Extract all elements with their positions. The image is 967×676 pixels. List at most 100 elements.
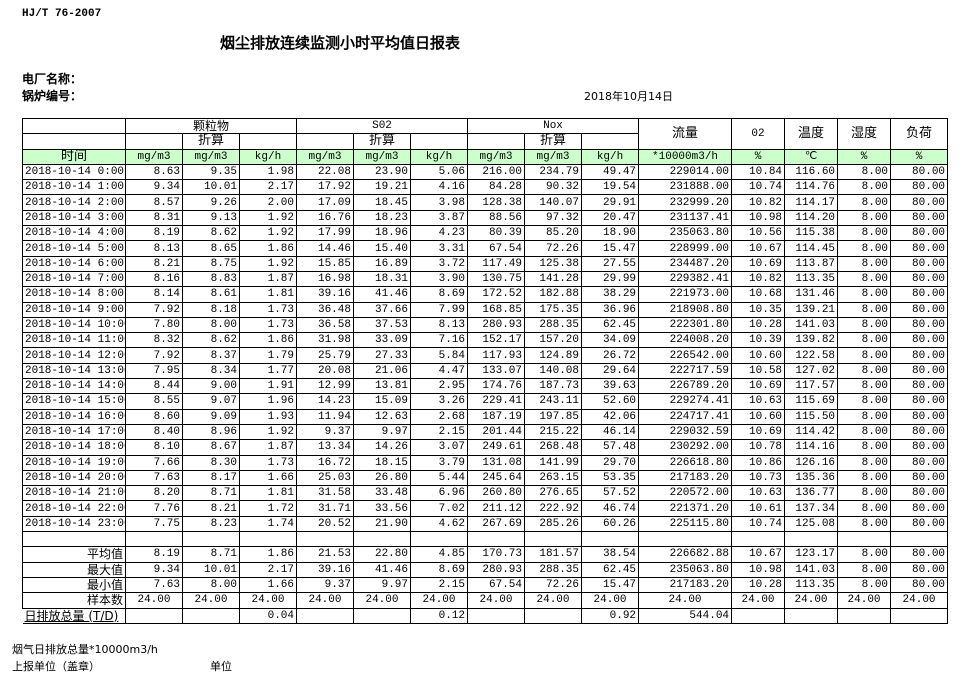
time-cell: 2018-10-14 8:00: [22, 286, 126, 303]
value-cell: 8.63: [125, 163, 183, 181]
value-cell: 6.96: [409, 485, 469, 502]
table-row: 2018-10-14 17:00 8.40 8.96 1.92 9.37 9.97 2.15…: [22, 423, 949, 441]
value-cell: 125.38: [524, 255, 583, 272]
value-cell: 10.63: [731, 485, 786, 502]
value-cell: 10.69: [731, 423, 786, 441]
value-cell: 10.98: [731, 561, 786, 578]
value-cell: 18.31: [353, 270, 411, 288]
blank-cell: [22, 531, 126, 548]
value-cell: 8.00: [837, 454, 892, 471]
blank-cell: [467, 531, 526, 548]
value-cell: 29.64: [581, 362, 640, 380]
table-row: 2018-10-14 4:00 8.19 8.62 1.92 17.99 18.96 4.2…: [22, 225, 949, 242]
value-cell: 8.16: [125, 270, 183, 288]
value-cell: 10.67: [731, 240, 786, 257]
value-cell: 10.67: [731, 546, 786, 563]
value-cell: 7.63: [125, 576, 183, 594]
value-cell: 1.73: [239, 454, 297, 471]
value-cell: 8.55: [125, 393, 183, 410]
value-cell: 25.03: [296, 469, 354, 487]
value-cell: 10.78: [731, 439, 786, 456]
value-cell: 80.00: [890, 270, 949, 288]
value-cell: 221973.00: [638, 286, 733, 303]
value-cell: 24.00: [890, 592, 949, 609]
value-cell: 10.28: [731, 316, 786, 334]
table-row: 2018-10-14 19:00 7.66 8.30 1.73 16.72 18.15 3.…: [22, 454, 949, 471]
value-cell: 19.21: [353, 179, 411, 196]
value-cell: 24.00: [731, 592, 786, 609]
value-cell: 90.32: [524, 179, 583, 196]
table-row: 2018-10-14 20:00 7.63 8.17 1.66 25.03 26.80 5.…: [22, 469, 949, 487]
value-cell: 234.79: [524, 163, 583, 181]
sample-count-row: 样本数 24.00 24.00 24.00 24.00 24.00 24.00 24.00 24…: [22, 592, 949, 609]
value-cell: 24.00: [239, 592, 297, 609]
value-cell: 80.00: [890, 225, 949, 242]
value-cell: 8.61: [182, 286, 240, 303]
value-cell: 8.34: [182, 362, 240, 380]
value-cell: 1.92: [239, 255, 297, 272]
value-cell: 288.35: [524, 316, 583, 334]
value-cell: 15.47: [581, 576, 640, 594]
daily-total-label: 日排放总量 (T/D): [22, 607, 126, 624]
value-cell: 235063.80: [638, 225, 733, 242]
value-cell: 245.64: [467, 469, 526, 487]
value-cell: 3.87: [409, 209, 469, 227]
value-cell: 135.36: [784, 469, 839, 487]
value-cell: 234487.20: [638, 255, 733, 272]
average-row: 平均值 8.19 8.71 1.86 21.53 22.80 4.85 170.73 181.5…: [22, 546, 949, 563]
value-cell: 174.76: [467, 378, 526, 395]
value-cell: 7.63: [125, 469, 183, 487]
value-cell: 10.56: [731, 225, 786, 242]
value-cell: 39.16: [296, 561, 354, 578]
value-cell: 126.16: [784, 454, 839, 471]
value-cell: 17.99: [296, 225, 354, 242]
time-cell: 2018-10-14 1:00: [22, 179, 126, 196]
value-cell: 10.60: [731, 347, 786, 364]
value-cell: [837, 607, 892, 624]
value-cell: 36.48: [296, 301, 354, 318]
value-cell: 8.37: [182, 347, 240, 364]
value-cell: 24.00: [837, 592, 892, 609]
value-cell: 131.08: [467, 454, 526, 471]
time-cell: 2018-10-14 5:00: [22, 240, 126, 257]
value-cell: 15.85: [296, 255, 354, 272]
value-cell: 10.74: [731, 515, 786, 533]
minimum-row: 最小值 7.63 8.00 1.66 9.37 9.97 2.15 67.54 72.26 15.…: [22, 576, 949, 594]
table-row: 2018-10-14 8:00 8.14 8.61 1.81 39.16 41.46 8.6…: [22, 286, 949, 303]
value-cell: 229274.41: [638, 393, 733, 410]
maximum-row: 最大值 9.34 10.01 2.17 39.16 41.46 8.69 280.93 288.…: [22, 561, 949, 578]
blank-cell: [409, 133, 469, 150]
value-cell: 10.01: [182, 561, 240, 578]
value-cell: 2.15: [409, 423, 469, 441]
value-cell: 10.98: [731, 209, 786, 227]
unit-header: %: [837, 148, 892, 165]
value-cell: 1.93: [239, 408, 297, 425]
value-cell: 2.95: [409, 378, 469, 395]
value-cell: 8.00: [837, 316, 892, 334]
blank-cell: [837, 531, 892, 548]
value-cell: 187.19: [467, 408, 526, 425]
value-cell: 24.00: [524, 592, 583, 609]
value-cell: 31.98: [296, 332, 354, 349]
value-cell: 268.48: [524, 439, 583, 456]
time-cell: 2018-10-14 14:00: [22, 378, 126, 395]
nox-converted-header: 折算: [524, 133, 583, 150]
value-cell: 5.44: [409, 469, 469, 487]
time-cell: 2018-10-14 18:00: [22, 439, 126, 456]
value-cell: 229382.41: [638, 270, 733, 288]
value-cell: 226542.00: [638, 347, 733, 364]
value-cell: 117.49: [467, 255, 526, 272]
value-cell: 84.28: [467, 179, 526, 196]
blank-cell: [524, 531, 583, 548]
value-cell: 8.31: [125, 209, 183, 227]
value-cell: 1.92: [239, 225, 297, 242]
plant-name-label: 电厂名称：: [22, 72, 83, 86]
value-cell: 152.17: [467, 332, 526, 349]
value-cell: 267.69: [467, 515, 526, 533]
value-cell: 224717.41: [638, 408, 733, 425]
value-cell: 8.00: [182, 576, 240, 594]
value-cell: [524, 607, 583, 624]
value-cell: 113.35: [784, 576, 839, 594]
value-cell: 232999.20: [638, 194, 733, 211]
unit-header: mg/m3: [467, 148, 526, 165]
